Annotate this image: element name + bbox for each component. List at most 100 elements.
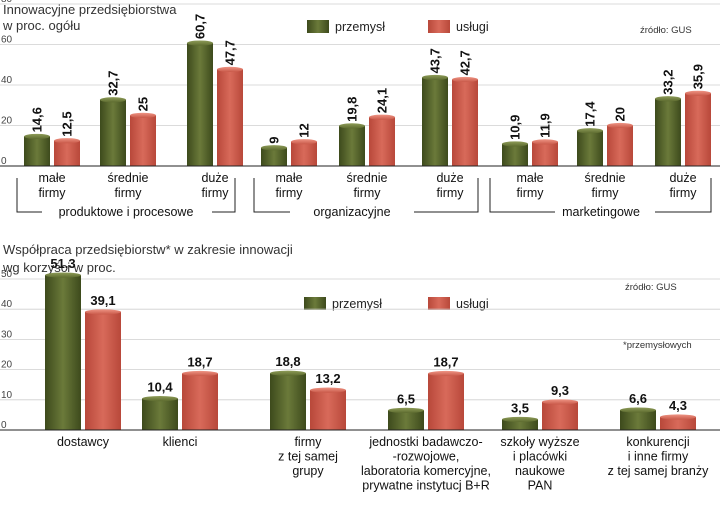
chart2-bar-cap-przemysl [270,370,306,376]
chart2-bar-cap-przemysl [45,272,81,278]
chart1-value-label-przemysl: 19,8 [345,97,360,122]
chart1-bar-cap-uslugi [452,76,478,83]
chart1-y-tick-label: 40 [1,75,13,86]
chart1-category-label: małe [38,171,65,185]
chart1-legend: przemysł usługi [307,20,489,34]
chart1-bar-cap-przemysl [24,133,50,140]
chart1-bar-przemysl [502,143,528,166]
chart1-bar-cap-uslugi [217,66,243,73]
chart2-value-label-przemysl: 18,8 [275,354,300,369]
chart1-bar-uslugi [532,141,558,166]
chart2-legend-label-przemysl: przemysł [332,297,382,311]
chart1-value-label-uslugi: 25 [136,97,151,111]
chart2-value-label-uslugi: 9,3 [551,383,569,398]
chart1-value-label-przemysl: 10,9 [508,115,523,140]
chart1-category-label: duże [669,171,696,185]
chart2-y-tick-label: 40 [1,299,13,310]
chart1-bar-uslugi [685,93,711,166]
chart2-category-label: dostawcy [57,435,110,449]
chart1-subtitle: w proc. ogółu [2,18,80,33]
chart2-category-label: klienci [163,435,198,449]
chart2-bar-cap-przemysl [142,395,178,402]
chart1-category-label: firmy [275,186,303,200]
chart1-bar-przemysl [187,43,213,166]
chart2-bar-uslugi [660,417,696,430]
chart2-y-tick-label: 20 [1,360,13,371]
chart1-category-label: firmy [669,186,697,200]
chart2-y-tick-label: 0 [1,420,7,431]
chart1-category-labels: małefirmyśredniefirmydużefirmymałefirmyś… [38,171,697,200]
chart2-source: źródło: GUS [625,282,677,293]
chart1-category-label: duże [436,171,463,185]
chart1-category-label: firmy [436,186,464,200]
chart2-bar-uslugi [182,373,218,430]
chart1-bar-cap-przemysl [339,123,365,129]
chart2-bar-cap-przemysl [388,407,424,413]
chart2-y-tick-label: 30 [1,329,13,340]
chart1-bar-przemysl [422,77,448,166]
chart1-bar-uslugi [217,69,243,166]
chart2-value-label-uslugi: 18,7 [433,355,458,370]
chart1-value-label-uslugi: 20 [613,107,628,121]
chart2-title: Współpraca przedsiębiorstw* w zakresie i… [3,242,293,257]
chart2-bar-cap-uslugi [542,399,578,405]
chart2-bar-cap-uslugi [428,370,464,377]
chart1-bar-cap-przemysl [502,141,528,147]
chart2-bar-cap-uslugi [85,309,121,315]
chart1-value-label-uslugi: 35,9 [691,64,706,89]
chart2-bar-przemysl [388,410,424,430]
chart2-bar-cap-przemysl [620,407,656,413]
chart2-category-label: z tej samej [278,450,338,464]
chart1-category-label: małe [275,171,302,185]
chart2-value-label-uslugi: 13,2 [315,371,340,386]
chart1-bar-przemysl [339,125,365,166]
chart1-y-tick-label: 60 [1,35,13,46]
chart1-value-label-przemysl: 60,7 [193,14,208,39]
chart2-category-label: -rozwojowe, [393,450,460,464]
chart1-group-label-produktowe: produktowe i procesowe [59,205,194,219]
chart1-y-tick-label: 20 [1,116,13,127]
chart1-category-label: duże [201,171,228,185]
chart2-category-label: grupy [292,464,324,478]
chart1-bar-cap-przemysl [655,96,681,102]
chart2-value-label-przemysl: 51,3 [50,256,75,271]
chart2-bar-przemysl [45,275,81,430]
chart2-legend: przemysł usługi [304,297,489,311]
chart1-source: źródło: GUS [640,25,692,36]
chart1-bar-przemysl [100,99,126,166]
chart2-legend-label-uslugi: usługi [456,297,489,311]
chart1-value-label-przemysl: 14,6 [30,107,45,132]
chart1-value-label-przemysl: 17,4 [583,101,598,127]
chart2-value-label-przemysl: 10,4 [147,380,173,395]
chart1-bar-uslugi [452,79,478,166]
chart1-category-label: firmy [516,186,544,200]
chart2-category-label: szkoły wyższe [500,435,579,449]
chart1-legend-label-uslugi: usługi [456,20,489,34]
chart2-y-tick-label: 50 [1,269,13,280]
chart2-bar-cap-uslugi [310,387,346,393]
chart1-bar-przemysl [261,147,287,166]
chart2-category-label: prywatne instytucj B+R [362,479,489,493]
chart1-title: Innowacyjne przedsiębiorstwa [3,2,177,17]
chart2-value-label-uslugi: 39,1 [90,293,115,308]
chart2-bar-przemysl [502,419,538,430]
chart2-category-label: i placówki [513,450,567,464]
chart2-value-label-przemysl: 6,6 [629,391,647,406]
chart2-bar-uslugi [85,311,121,430]
chart1-bar-cap-uslugi [369,114,395,120]
chart1-legend-label-przemysl: przemysł [335,20,385,34]
chart2-category-label: i inne firmy [628,450,689,464]
chart1-value-label-uslugi: 12,5 [60,111,75,136]
chart1-bar-cap-uslugi [130,112,156,118]
chart1-value-label-przemysl: 43,7 [428,48,443,73]
chart2-legend-swatch-przemysl [304,297,326,310]
chart1-category-label: średnie [347,171,388,185]
chart1-category-label: firmy [591,186,619,200]
chart1-bar-cap-przemysl [422,74,448,81]
chart2-value-label-uslugi: 4,3 [669,398,687,413]
chart2-bar-uslugi [310,390,346,430]
chart2-category-label: naukowe [515,464,565,478]
chart1-bar-przemysl [655,98,681,166]
